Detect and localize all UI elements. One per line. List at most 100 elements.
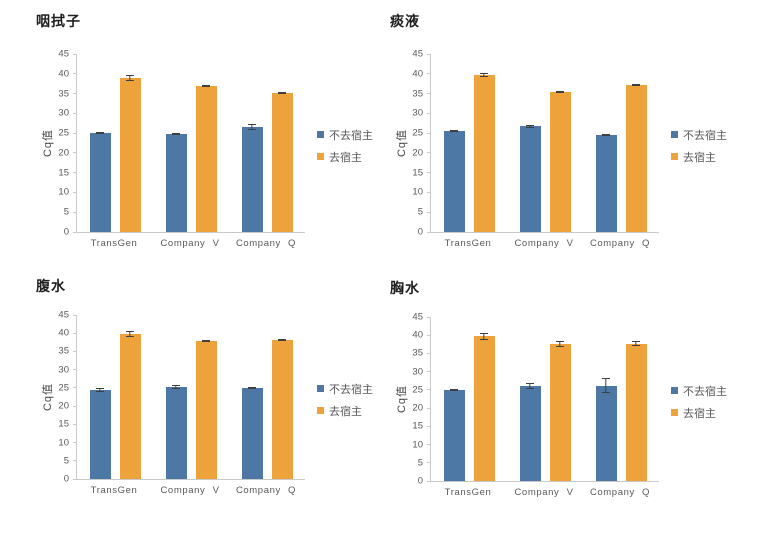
bar-group-transgen: [431, 332, 507, 481]
bar-series1-company-v: [519, 125, 541, 232]
bars-container: [431, 54, 659, 232]
y-tick-label: 25: [412, 384, 423, 396]
y-axis-title: Cq值: [396, 128, 408, 158]
legend-swatch-icon: [671, 131, 678, 138]
bar-series1-transgen: [89, 131, 111, 232]
y-tick-label: 5: [63, 455, 69, 467]
chart-title: 痰液: [390, 13, 420, 29]
legend-label: 去宿主: [329, 405, 362, 418]
bar-group-company-v: [153, 339, 229, 479]
chart-title: 腹水: [36, 278, 66, 294]
y-tick-mark: [73, 369, 77, 371]
y-tick-mark: [73, 191, 77, 193]
y-tick-label: 30: [412, 366, 423, 378]
x-axis-labels: TransGen Company V Company Q: [76, 485, 304, 496]
chart-body: Cq值 0 5 10 15 20 25 30 35 40 45 TransGen Company V…: [36, 49, 386, 250]
y-tick-label: 15: [412, 420, 423, 432]
bar-series2-transgen: [119, 74, 141, 232]
legend: 不去宿主 去宿主: [671, 383, 727, 421]
bar-series1-company-v: [519, 383, 541, 481]
chart-title: 咽拭子: [36, 13, 81, 29]
legend-label: 不去宿主: [683, 129, 727, 142]
y-tick-mark: [73, 93, 77, 95]
error-bar: [602, 378, 610, 393]
bar-series2-company-v: [549, 340, 571, 481]
legend-swatch-icon: [317, 131, 324, 138]
y-tick-label: 40: [412, 68, 423, 80]
bar-series2-company-v: [549, 90, 571, 232]
plot-column: Cq值 0 5 10 15 20 25 30 35 40 45 TransGen Company V…: [390, 49, 659, 249]
x-category-label-company-q: Company Q: [589, 238, 651, 249]
error-bar: [450, 129, 458, 132]
y-tick-mark: [427, 371, 431, 373]
legend-item-series2: 去宿主: [671, 149, 727, 165]
y-tick-label: 5: [417, 457, 423, 469]
y-tick-label: 20: [412, 147, 423, 159]
chart-panel-ascites: 腹水 Cq值 0 5 10 15 20 25 30 35 40 45 TransGen Compan…: [0, 267, 386, 534]
error-bar: [202, 85, 210, 88]
y-tick-label: 0: [63, 473, 69, 485]
legend-label: 去宿主: [329, 151, 362, 164]
bar-group-company-q: [229, 338, 305, 479]
error-bar: [480, 332, 488, 340]
chart-body: Cq值 0 5 10 15 20 25 30 35 40 45 TransGen Company V…: [36, 310, 386, 497]
legend-label: 去宿主: [683, 407, 716, 420]
legend-item-series2: 去宿主: [317, 149, 373, 165]
error-bar: [202, 339, 210, 342]
y-tick-label: 45: [58, 309, 69, 321]
error-bar: [126, 74, 134, 81]
error-bar: [602, 133, 610, 136]
y-tick-mark: [427, 407, 431, 409]
legend-item-series1: 不去宿主: [317, 381, 373, 397]
error-bar: [556, 340, 564, 348]
y-tick-mark: [427, 334, 431, 336]
bar-group-company-v: [507, 90, 583, 232]
y-tick-label: 20: [412, 402, 423, 414]
y-tick-mark: [73, 152, 77, 154]
bar-series1-company-q: [241, 124, 263, 232]
bar-series1-transgen: [443, 129, 465, 232]
y-tick-label: 10: [412, 186, 423, 198]
x-category-label-transgen: TransGen: [444, 238, 492, 249]
legend: 不去宿主去宿主: [671, 127, 727, 165]
y-tick-label: 10: [58, 186, 69, 198]
y-tick-mark: [427, 152, 431, 154]
y-tick-mark: [427, 480, 431, 482]
y-tick-mark: [73, 73, 77, 75]
bar-group-transgen: [431, 72, 507, 232]
bar-series2-company-q: [625, 341, 647, 481]
x-category-label-transgen: TransGen: [90, 238, 138, 249]
legend-item-series1: 不去宿主: [671, 383, 727, 399]
bar-series2-transgen: [119, 331, 141, 479]
plot-area: Cq值 0 5 10 15 20 25 30 35 40 45: [42, 310, 305, 485]
legend-swatch-icon: [671, 153, 678, 160]
bar-group-company-q: [229, 91, 305, 232]
plot-column: Cq值 0 5 10 15 20 25 30 35 40 45 TransGen Company V…: [36, 49, 305, 249]
legend-swatch-icon: [671, 387, 678, 394]
bars-container: [77, 54, 305, 232]
y-tick-mark: [427, 211, 431, 213]
y-tick-label: 20: [58, 147, 69, 159]
chart-panel-pleural-fluid: 胸水 Cq值 0 5 10 15 20 25 30 35 40 45 TransGen Compan…: [386, 267, 772, 534]
bar-series2-company-v: [195, 85, 217, 232]
y-tick-label: 25: [412, 127, 423, 139]
y-tick-label: 10: [58, 437, 69, 449]
y-tick-label: 40: [412, 329, 423, 341]
bar-series2-transgen: [473, 72, 495, 232]
y-tick-label: 45: [412, 311, 423, 323]
y-tick-mark: [427, 191, 431, 193]
bars-container: [77, 315, 305, 479]
error-bar: [450, 388, 458, 391]
legend-item-series2: 去宿主: [671, 405, 727, 421]
bar-series1-company-q: [595, 133, 617, 232]
error-bar: [632, 83, 640, 87]
y-tick-mark: [73, 231, 77, 233]
y-tick-mark: [73, 478, 77, 480]
error-bar: [526, 383, 534, 390]
y-tick-mark: [427, 172, 431, 174]
y-tick-mark: [427, 73, 431, 75]
y-tick-mark: [73, 132, 77, 134]
bar-series1-company-v: [165, 132, 187, 232]
error-bar: [248, 124, 256, 130]
